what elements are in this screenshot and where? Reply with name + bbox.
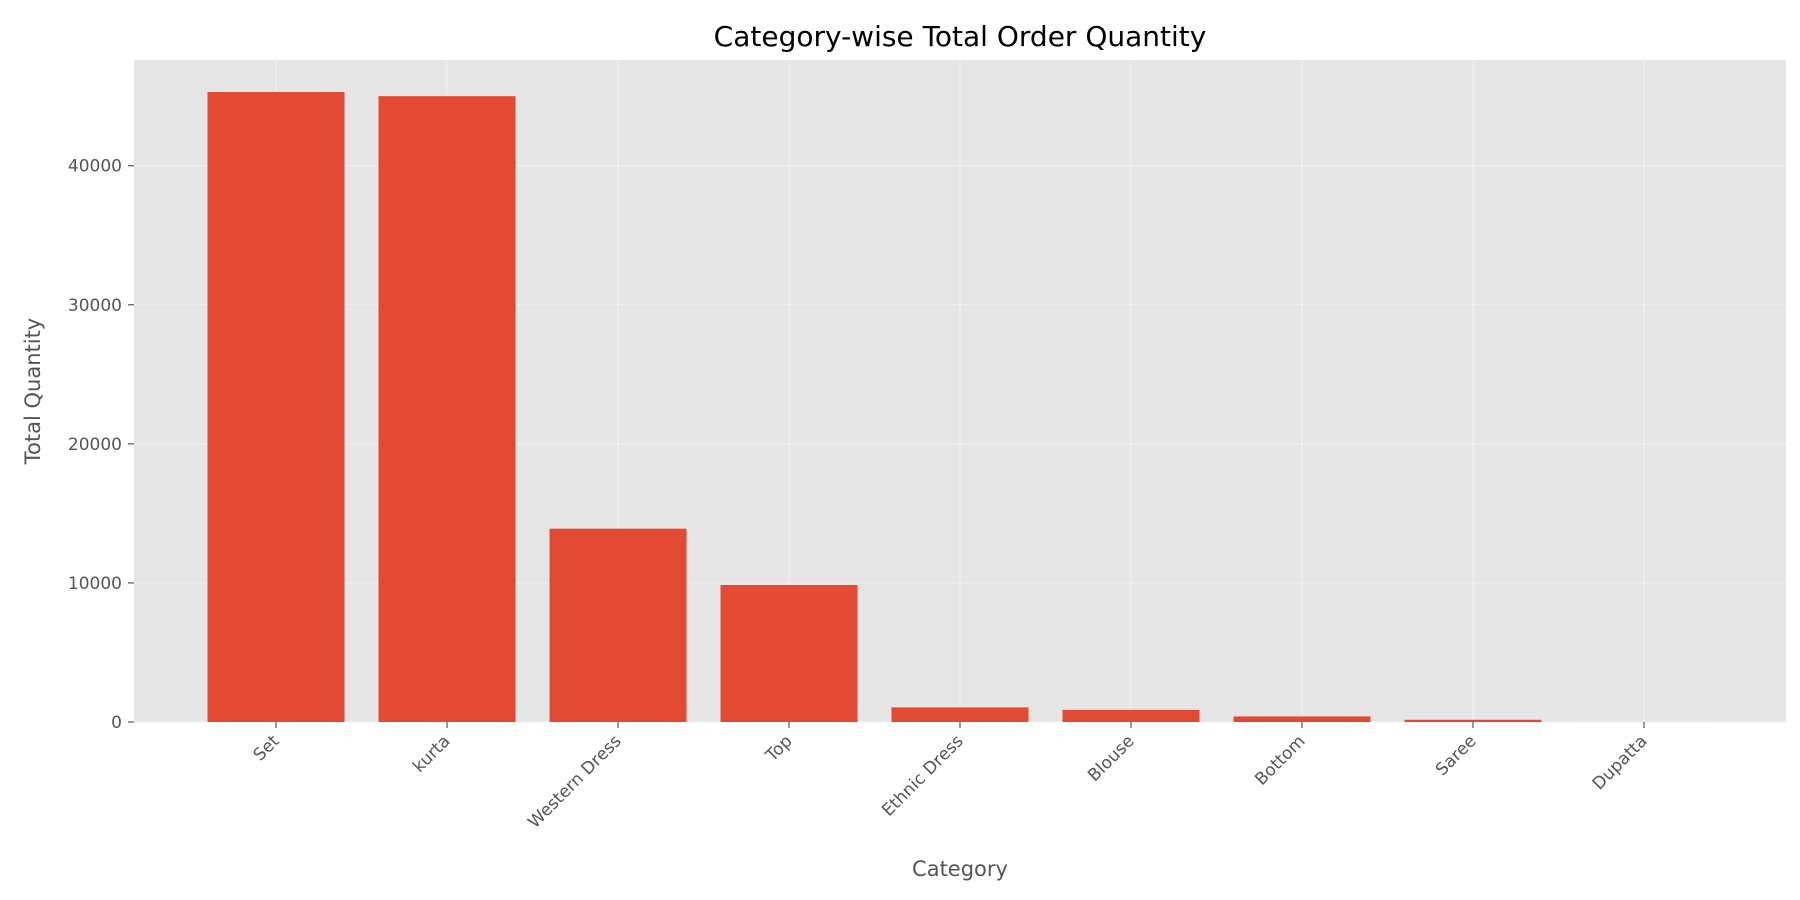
- x-tick-label: Top: [761, 731, 796, 766]
- x-tick-label: Blouse: [1084, 731, 1138, 785]
- y-axis-ticks: 0 10000 20000 30000 40000: [68, 157, 134, 733]
- bar-saree: [1404, 719, 1542, 722]
- x-axis-label: Category: [912, 857, 1008, 881]
- x-tick-label: Bottom: [1251, 731, 1309, 789]
- y-tick-label: 0: [111, 713, 122, 733]
- y-tick-label: 10000: [68, 574, 122, 594]
- x-tick-label: kurta: [409, 731, 454, 776]
- y-tick-label: 40000: [68, 157, 122, 177]
- bar-blouse: [1062, 709, 1200, 722]
- bar-set: [207, 91, 345, 722]
- bar-ethnic-dress: [891, 707, 1029, 722]
- chart-title: Category-wise Total Order Quantity: [714, 20, 1207, 53]
- bar-top: [720, 585, 858, 722]
- x-axis-ticks: Set kurta Western Dress Top Ethnic Dress Blou…: [250, 722, 1652, 833]
- x-tick-label: Dupatta: [1589, 731, 1652, 794]
- bar-kurta: [378, 96, 516, 722]
- bar-western-dress: [549, 528, 687, 722]
- x-tick-label: Western Dress: [524, 731, 625, 832]
- y-tick-label: 30000: [68, 296, 122, 316]
- y-axis-label: Total Quantity: [21, 318, 45, 465]
- x-tick-label: Set: [250, 731, 284, 765]
- y-tick-label: 20000: [68, 435, 122, 455]
- bar-bottom: [1233, 716, 1371, 722]
- x-tick-label: Ethnic Dress: [878, 731, 967, 820]
- x-tick-label: Saree: [1432, 731, 1481, 780]
- bars: [207, 91, 1713, 722]
